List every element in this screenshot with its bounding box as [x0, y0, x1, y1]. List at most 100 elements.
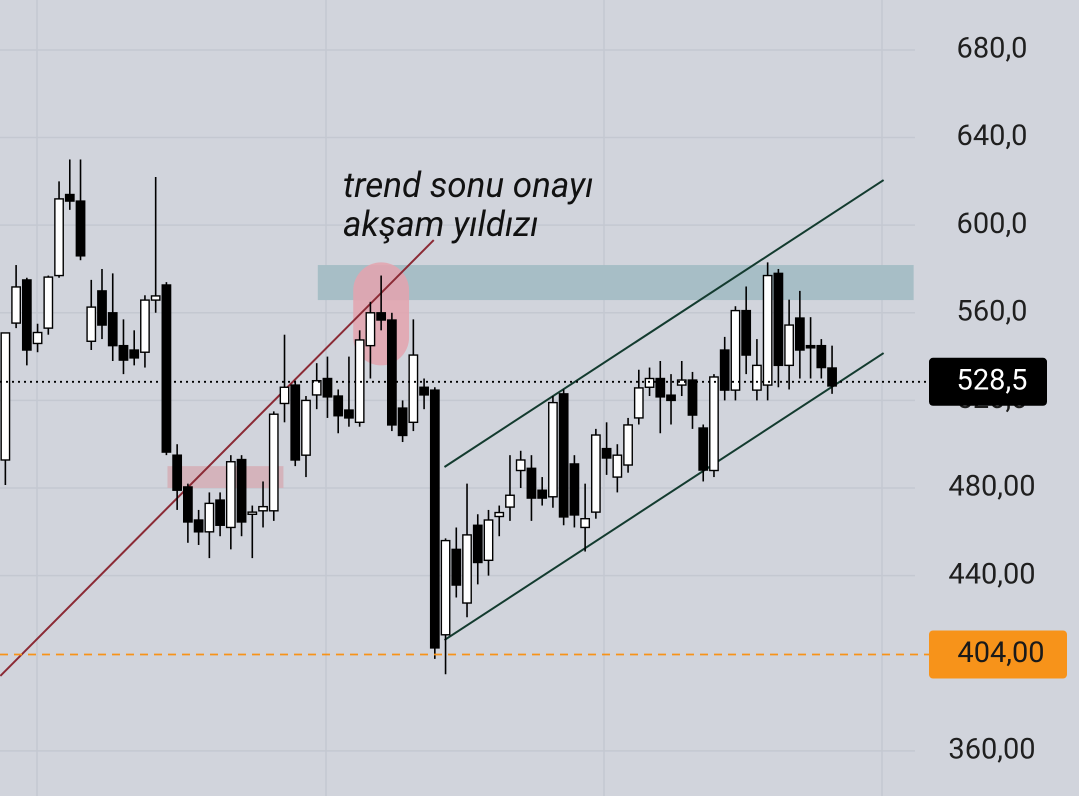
y-tick-label: 360,00	[948, 733, 1035, 767]
y-tick-label: 480,00	[948, 470, 1035, 504]
candles	[0, 159, 837, 675]
candle-body	[719, 349, 730, 391]
candle-body	[633, 387, 644, 419]
candle-body	[537, 489, 548, 499]
candle-body	[784, 324, 795, 367]
candle-body	[698, 427, 709, 471]
candle-body	[429, 389, 440, 649]
candle-body	[0, 332, 11, 461]
zone	[317, 265, 914, 301]
candle-body	[247, 511, 258, 516]
candle-body	[161, 284, 172, 453]
candle-body	[290, 384, 301, 461]
vertical-grid	[36, 0, 883, 796]
candle-body	[730, 309, 741, 391]
candle-body	[64, 193, 75, 202]
candle-body	[494, 511, 505, 518]
y-tick-label: 560,0	[957, 294, 1028, 328]
drawn-line	[443, 352, 885, 641]
candle-body	[86, 306, 97, 342]
price-label: 528,5	[957, 363, 1028, 397]
candle-body	[601, 447, 612, 459]
annotation: trend sonu onayı	[343, 165, 594, 206]
candle-body	[612, 454, 623, 478]
candle-body	[794, 317, 805, 351]
candle-body	[644, 377, 655, 388]
candle-body	[97, 290, 107, 326]
candle-body	[354, 339, 365, 424]
candle-body	[505, 494, 515, 508]
candle-body	[472, 524, 483, 564]
candle-body	[322, 377, 333, 398]
candle-body	[827, 367, 837, 387]
candle-body	[752, 364, 762, 391]
candle-body	[623, 424, 633, 466]
candle-body	[483, 519, 494, 562]
candle-body	[140, 299, 150, 353]
candle-body	[687, 379, 698, 416]
candle-body	[75, 200, 86, 257]
candle-body	[773, 272, 784, 367]
candle-body	[548, 401, 558, 498]
candle-body	[279, 386, 290, 405]
candle-body	[462, 534, 472, 604]
candle-body	[150, 295, 161, 301]
candle-body	[32, 331, 43, 345]
candle-body	[215, 499, 225, 526]
candle-body	[182, 486, 193, 523]
candle-body	[172, 454, 183, 491]
y-tick-label: 440,00	[948, 557, 1035, 591]
candle-body	[569, 463, 580, 516]
candle-body	[344, 409, 354, 419]
candle-body	[709, 376, 719, 472]
trend-lines	[0, 179, 885, 677]
drawn-line	[0, 239, 435, 677]
candle-body	[419, 386, 429, 396]
candle-body	[397, 407, 408, 437]
candle-body	[805, 344, 816, 349]
candle-body	[268, 413, 279, 512]
candle-body	[365, 312, 376, 347]
drawn-line	[443, 179, 885, 468]
candle-body	[515, 459, 526, 472]
candle-body	[54, 198, 64, 277]
candle-body	[236, 458, 247, 523]
candle-body	[333, 395, 344, 417]
candle-body	[225, 461, 236, 529]
annotation: akşam yıldızı	[343, 204, 539, 245]
candle-body	[666, 394, 676, 402]
candle-body	[590, 434, 601, 513]
candle-body	[741, 309, 752, 356]
candle-body	[816, 344, 827, 369]
price-lines: 528,5 404,00	[0, 357, 1067, 679]
y-tick-label: 640,0	[957, 119, 1028, 153]
candle-body	[386, 319, 397, 426]
candle-body	[301, 399, 311, 456]
candle-body	[21, 279, 32, 351]
candle-body	[258, 505, 268, 512]
price-label-box	[929, 357, 1047, 406]
candle-body	[43, 276, 54, 329]
candle-body	[440, 539, 451, 636]
zone	[167, 466, 284, 489]
candle-body	[558, 393, 569, 518]
y-tick-label: 600,0	[957, 207, 1028, 241]
candle-body	[11, 286, 21, 324]
price-label: 404,00	[957, 636, 1044, 670]
price-label-box	[929, 630, 1067, 679]
candle-body	[376, 312, 387, 321]
candle-body	[526, 467, 537, 499]
y-tick-label: 680,0	[957, 32, 1028, 66]
candle-body	[204, 502, 215, 533]
candle-body	[193, 519, 204, 533]
candle-body	[129, 349, 140, 359]
candle-body	[762, 274, 773, 386]
candle-body	[451, 548, 462, 586]
candle-body	[655, 377, 666, 398]
candle-body	[408, 354, 419, 424]
candle-body	[311, 379, 322, 396]
candle-body	[580, 517, 591, 529]
candle-body	[118, 344, 129, 361]
